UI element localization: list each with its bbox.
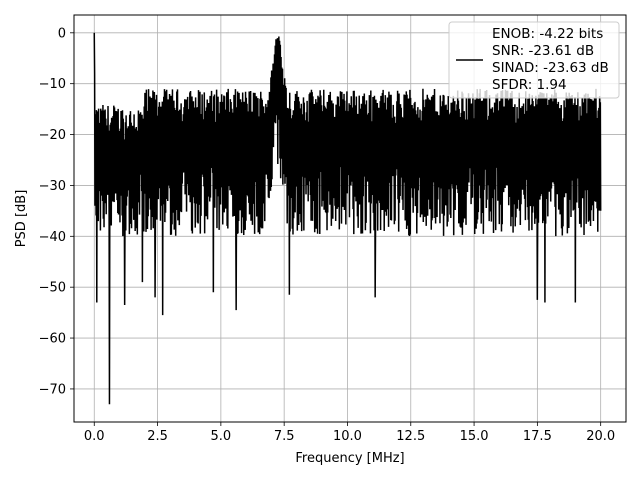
- x-tick-label: 20.0: [586, 429, 615, 444]
- y-tick-label: −30: [39, 179, 66, 194]
- axes-frame: [73, 14, 627, 423]
- x-tick-label: 5.0: [211, 429, 232, 444]
- y-tick-label: −70: [39, 382, 66, 397]
- y-axis-ticks: 0 −10 −20 −30 −40 −50 −60 −70: [39, 26, 74, 397]
- legend-line-sinad: SINAD: -23.63 dB: [492, 60, 609, 76]
- x-tick-label: 12.5: [396, 429, 425, 444]
- plot-area: [93, 32, 602, 405]
- x-axis-ticks: 0.0 2.5 5.0 7.5 10.0 12.5 15.0 17.5 20.0: [84, 422, 615, 444]
- legend-line-sfdr: SFDR: 1.94: [492, 77, 567, 93]
- x-tick-label: 17.5: [523, 429, 552, 444]
- x-tick-label: 2.5: [147, 429, 168, 444]
- x-tick-label: 0.0: [84, 429, 105, 444]
- psd-series-line: [93, 32, 602, 405]
- legend-line-enob: ENOB: -4.22 bits: [492, 26, 603, 42]
- legend: ENOB: -4.22 bits SNR: -23.61 dB SINAD: -…: [448, 21, 620, 99]
- y-tick-label: 0: [58, 26, 66, 41]
- legend-box: [448, 21, 620, 99]
- legend-line-snr: SNR: -23.61 dB: [492, 43, 594, 59]
- x-axis-label: Frequency [MHz]: [295, 451, 404, 466]
- y-tick-label: −40: [39, 230, 66, 245]
- x-tick-label: 15.0: [460, 429, 489, 444]
- y-tick-label: −10: [39, 77, 66, 92]
- x-tick-label: 10.0: [333, 429, 362, 444]
- x-tick-label: 7.5: [274, 429, 295, 444]
- y-tick-label: −60: [39, 332, 66, 347]
- y-axis-label: PSD [dB]: [14, 190, 29, 248]
- y-tick-label: −20: [39, 128, 66, 143]
- y-tick-label: −50: [39, 281, 66, 296]
